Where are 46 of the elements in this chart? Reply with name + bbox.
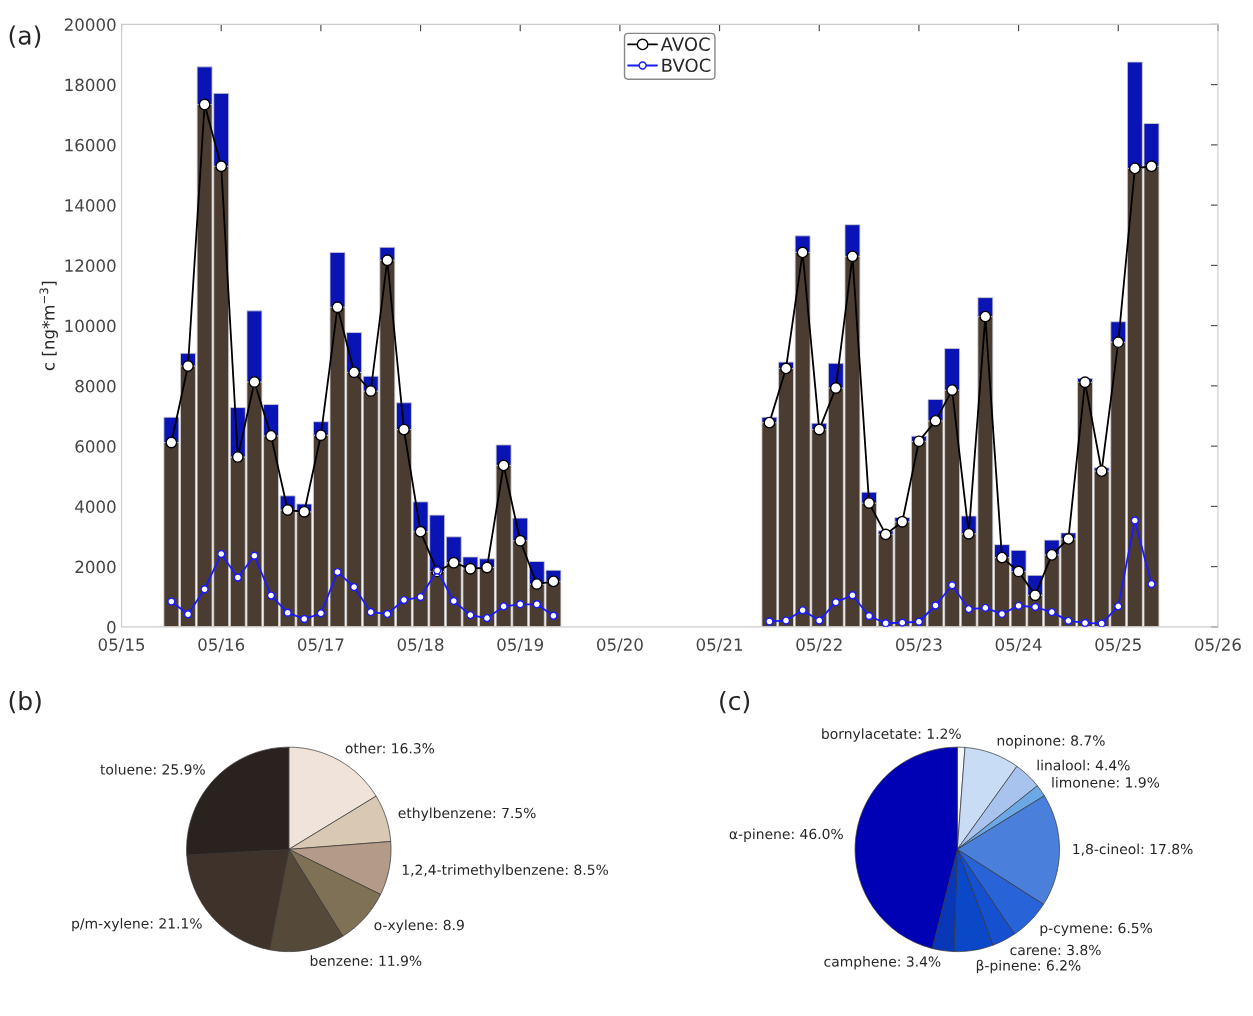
slice-label: 1,2,4-trimethylbenzene: 8.5% (402, 864, 608, 878)
x-tick-label: 05/19 (497, 638, 544, 653)
slice-label: ethylbenzene: 7.5% (398, 807, 536, 821)
chart-title: (b) (9, 690, 41, 714)
slice-label: limonene: 1.9% (1052, 776, 1160, 788)
legend-label: AVOC (660, 37, 710, 51)
y-tick-label: 2000 (75, 560, 116, 574)
y-tick-label: 6000 (75, 440, 116, 453)
x-tick-label: 05/22 (796, 638, 842, 653)
x-tick-label: 05/25 (1095, 638, 1141, 653)
y-axis-title: c [ng*m$^{−3}$] (39, 281, 58, 371)
x-tick-label: 05/26 (1195, 638, 1241, 653)
slice-label: bornylacetate: 1.2% (822, 728, 961, 742)
y-tick-label: 10000 (65, 319, 116, 333)
chart-title: (c) (720, 690, 750, 714)
y-tick-label: 4000 (75, 500, 116, 513)
slice-label: toluene: 25.9% (100, 763, 205, 775)
x-tick-label: 05/24 (995, 638, 1042, 653)
slice-label: carene: 3.8% (1010, 944, 1101, 956)
x-tick-label: 05/17 (297, 638, 344, 653)
legend-label: BVOC (662, 58, 711, 73)
y-tick-label: 16000 (65, 138, 116, 152)
x-tick-label: 05/15 (98, 638, 145, 653)
slice-label: camphene: 3.4% (824, 956, 941, 970)
y-tick-label: 8000 (75, 379, 116, 393)
x-tick-label: 05/23 (895, 638, 942, 653)
y-tick-label: 14000 (65, 199, 116, 212)
x-tick-label: 05/21 (696, 638, 743, 653)
slice-label: p-cymene: 6.5% (1040, 922, 1153, 936)
slice-label: nopinone: 8.7% (997, 735, 1105, 749)
chart-title: (a) (9, 25, 41, 48)
slice-label: other: 16.3% (345, 742, 435, 754)
y-tick-label: 12000 (65, 259, 116, 272)
slice-label: o-xylene: 8.9 (374, 919, 464, 933)
y-tick-label: 20000 (64, 18, 116, 31)
x-tick-label: 05/16 (198, 638, 245, 653)
slice-label: benzene: 11.9% (310, 955, 422, 967)
x-tick-label: 05/20 (596, 638, 643, 653)
y-tick-label: 18000 (65, 78, 116, 92)
slice-label: linalool: 4.4% (1037, 759, 1130, 771)
x-tick-label: 05/18 (397, 638, 444, 653)
slice-label: α-pinene: 46.0% (729, 828, 843, 842)
slice-label: β-pinene: 6.2% (976, 959, 1081, 974)
slice-label: p/m-xylene: 21.1% (72, 917, 202, 932)
y-tick-label: 0 (107, 620, 116, 634)
slice-label: 1,8-cineol: 17.8% (1073, 843, 1193, 856)
